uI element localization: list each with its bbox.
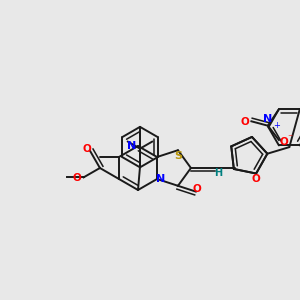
Text: O: O — [82, 144, 91, 154]
Text: S: S — [174, 151, 182, 161]
Text: O: O — [73, 173, 82, 183]
Text: ⁻: ⁻ — [287, 133, 292, 143]
Text: O: O — [192, 184, 201, 194]
Text: O: O — [241, 117, 249, 127]
Text: O: O — [280, 137, 289, 147]
Text: O: O — [252, 173, 260, 184]
Text: N: N — [128, 141, 136, 151]
Text: H: H — [214, 168, 222, 178]
Text: +: + — [273, 121, 280, 130]
Text: N: N — [263, 114, 272, 124]
Text: N: N — [156, 174, 166, 184]
